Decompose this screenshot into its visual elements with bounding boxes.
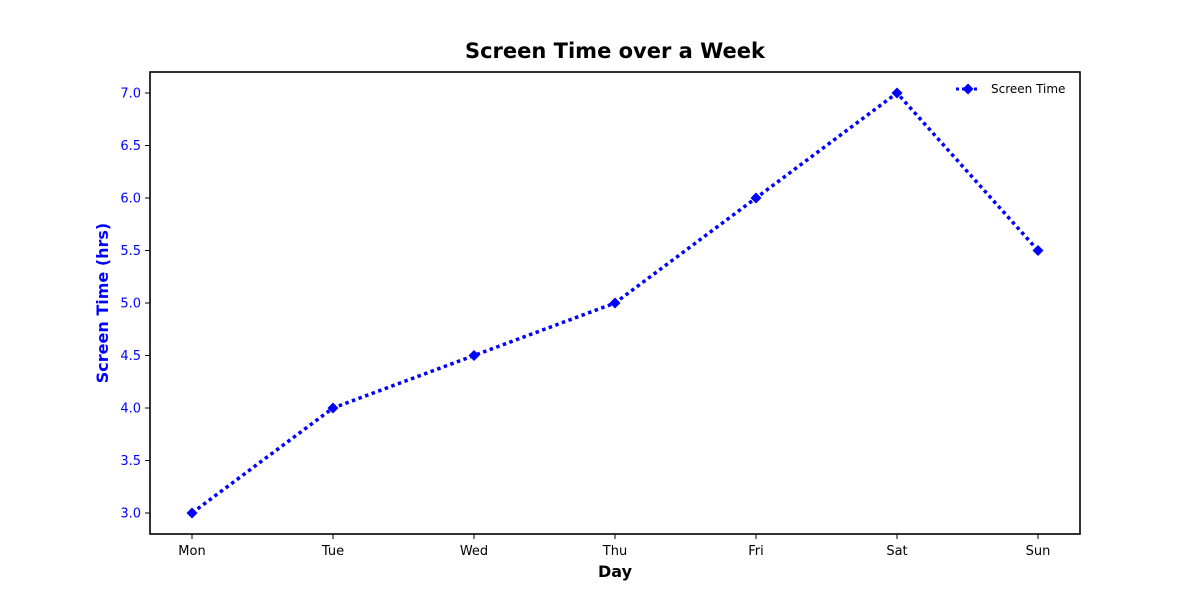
y-axis: 3.0 3.5 4.0 4.5 5.0 5.5 6.0 6.5 7.0 [120, 87, 150, 522]
x-tick-label: Thu [602, 544, 627, 559]
data-point-marker [609, 297, 621, 309]
y-tick-label: 4.5 [120, 349, 141, 364]
y-axis-label: Screen Time (hrs) [93, 223, 112, 383]
x-tick-label: Fri [748, 544, 764, 559]
x-tick-label: Sat [886, 544, 907, 559]
data-point-marker [327, 402, 339, 414]
legend-marker-swatch [962, 83, 974, 95]
y-tick-label: 5.0 [120, 297, 141, 312]
data-point-marker [891, 87, 903, 99]
y-tick-label: 3.5 [120, 454, 141, 469]
series-layer [186, 87, 1044, 519]
x-tick-label: Mon [178, 544, 205, 559]
y-tick-label: 4.0 [120, 402, 141, 417]
y-tick-label: 6.5 [120, 139, 141, 154]
data-point-marker [186, 507, 198, 519]
data-point-marker [1032, 245, 1044, 256]
x-tick-label: Sun [1026, 544, 1051, 559]
y-tick-label: 5.5 [120, 244, 141, 259]
y-tick-label: 7.0 [120, 87, 141, 102]
x-tick-label: Wed [460, 544, 488, 559]
data-point-marker [468, 350, 480, 361]
legend-label: Screen Time [991, 82, 1065, 96]
chart-title: Screen Time over a Week [465, 39, 766, 63]
x-axis-label: Day [598, 562, 633, 581]
y-tick-label: 6.0 [120, 192, 141, 207]
x-axis: Mon Tue Wed Thu Fri Sat Sun [178, 534, 1050, 559]
x-tick-label: Tue [321, 544, 344, 559]
legend: Screen Time [956, 82, 1065, 96]
y-tick-label: 3.0 [120, 507, 141, 522]
data-point-marker [750, 192, 762, 204]
